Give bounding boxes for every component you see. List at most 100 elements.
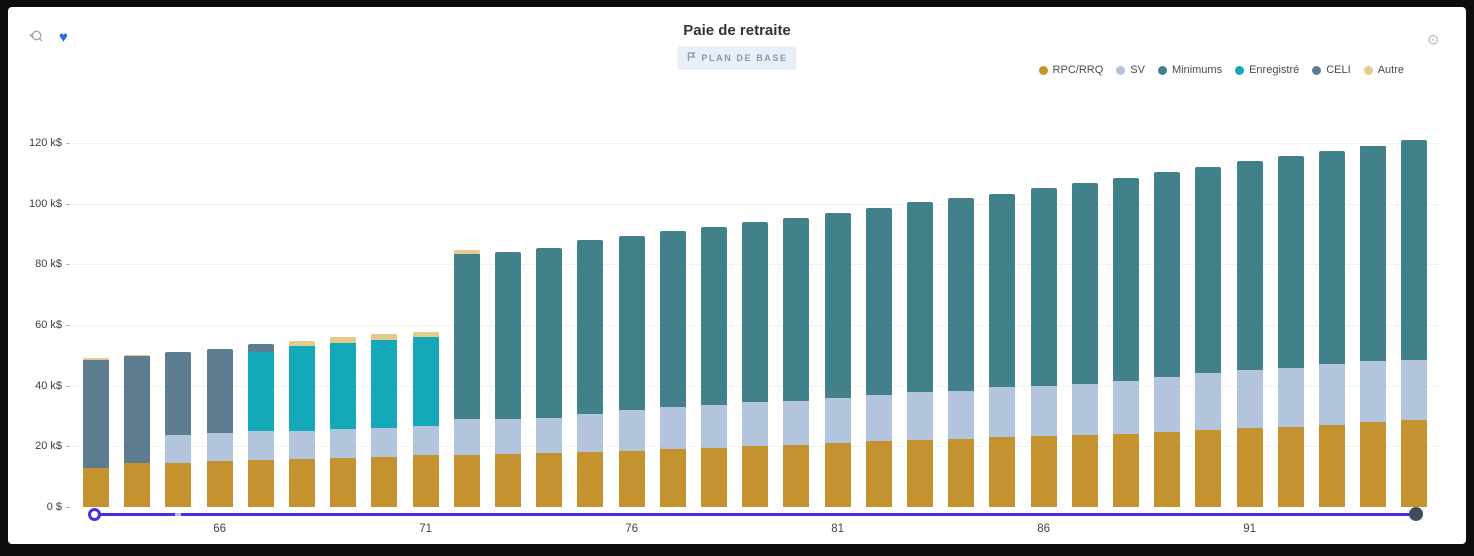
bar-segment [165,462,192,507]
bar-age-75[interactable] [577,239,604,507]
legend-item[interactable]: CELI [1312,64,1351,76]
bar-segment [83,359,109,468]
bar-age-81[interactable] [824,212,851,507]
bar-age-86[interactable] [1030,187,1057,507]
bar-age-82[interactable] [865,207,892,507]
bar-age-66[interactable] [206,349,233,507]
bar-age-83[interactable] [907,202,933,507]
bar-segment [371,456,398,507]
toolbar-left: ♥ [28,29,68,45]
bar-segment [659,449,686,507]
bar-segment [124,356,151,464]
bar-age-77[interactable] [659,231,686,507]
legend-label: RPC/RRQ [1052,64,1104,76]
bar-age-90[interactable] [1195,167,1222,507]
bar-segment [1360,422,1387,507]
bar-segment [1195,429,1222,507]
bar-segment [495,453,521,507]
bar-age-68[interactable] [289,340,315,507]
zoom-reset-icon[interactable] [28,29,44,45]
page-title: Paie de retraite [683,22,791,39]
bar-segment [495,419,521,454]
bar-age-94[interactable] [1360,145,1387,507]
bar-segment [1113,381,1139,434]
bar-age-87[interactable] [1071,183,1098,507]
bar-segment [783,444,810,507]
bar-segment [330,336,357,343]
bar-age-95[interactable] [1401,139,1428,507]
legend-item[interactable]: RPC/RRQ [1038,64,1104,76]
bar-age-88[interactable] [1113,177,1139,507]
bar-age-89[interactable] [1154,172,1181,507]
bar-segment [330,342,357,430]
bar-segment [453,249,480,255]
legend-label: CELI [1326,64,1351,76]
y-tick-label: 100 k$ [28,197,62,210]
bar-age-63[interactable] [83,358,109,507]
bar-segment [989,193,1016,387]
legend-label: Autre [1377,64,1404,76]
bar-segment [659,231,686,408]
bar-segment [618,409,645,451]
bar-age-73[interactable] [495,251,521,507]
bar-segment [1277,426,1304,507]
y-tick-label: 20 k$ [35,440,62,453]
bar-segment [247,460,274,507]
camera-icon[interactable]: ⚙ [1426,32,1440,49]
bar-segment [618,236,645,410]
bar-age-79[interactable] [742,222,769,507]
bar-segment [577,452,604,507]
range-slider-left-handle[interactable] [88,508,101,521]
bar-segment [536,453,563,507]
legend-item[interactable]: Minimums [1157,64,1223,76]
y-tick-label: 0 $ [46,501,62,513]
bar-age-80[interactable] [783,217,810,507]
y-tick-mark [66,264,70,266]
bar-age-84[interactable] [948,197,975,507]
bar-age-78[interactable] [701,226,727,507]
legend-item[interactable]: Autre [1363,64,1404,76]
legend-item[interactable]: Enregistré [1235,64,1299,76]
bar-segment [1154,432,1181,507]
bar-segment [1071,183,1098,385]
range-slider-right-handle[interactable] [1409,507,1423,521]
bar-age-76[interactable] [618,236,645,507]
bar-age-91[interactable] [1236,161,1263,507]
legend-item[interactable]: SV [1116,64,1145,76]
bar-segment [330,429,357,458]
bar-age-69[interactable] [330,336,357,507]
bar-age-67[interactable] [247,344,274,507]
bar-segment [453,454,480,507]
heart-icon[interactable]: ♥ [59,28,68,46]
bar-age-92[interactable] [1277,156,1304,507]
range-slider-track[interactable] [95,513,1416,516]
bar-segment [783,400,810,445]
bar-age-85[interactable] [989,193,1016,507]
plan-badge[interactable]: PLAN DE BASE [677,46,797,70]
x-tick-label: 71 [419,523,432,535]
bar-segment [948,390,975,439]
bar-segment [742,222,769,403]
bar-segment [865,441,892,507]
bar-segment [536,417,563,454]
bar-segment [1030,436,1057,507]
bar-age-65[interactable] [165,352,192,507]
bar-age-74[interactable] [536,247,563,507]
bar-segment [83,358,109,360]
bar-age-71[interactable] [412,332,439,507]
bar-age-70[interactable] [371,334,398,507]
bar-segment [1319,364,1345,425]
bar-segment [371,334,398,340]
bar-segment [577,413,604,453]
bar-segment [371,339,398,428]
bar-age-72[interactable] [453,249,480,507]
bar-segment [330,457,357,507]
legend-dot [1235,65,1245,75]
bar-segment [1154,172,1181,377]
bar-age-64[interactable] [124,355,151,507]
bar-segment [907,202,933,393]
legend-label: Minimums [1171,64,1223,76]
legend-label: Enregistré [1249,64,1300,76]
bar-age-93[interactable] [1319,150,1345,507]
